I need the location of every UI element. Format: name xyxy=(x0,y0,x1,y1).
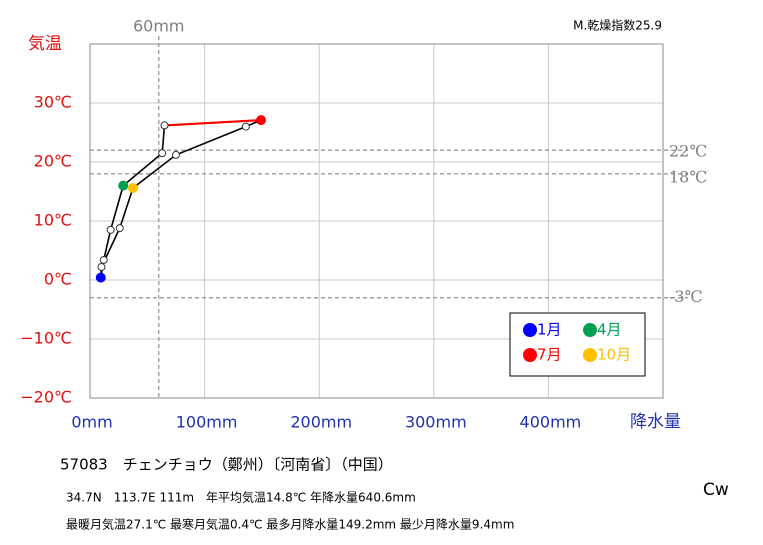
plot-border xyxy=(89,43,664,399)
x-tick-label: 400mm xyxy=(520,413,582,432)
month-point xyxy=(118,180,129,191)
y-axis-label: 気温 xyxy=(28,34,62,54)
month-point xyxy=(241,122,250,131)
legend-marker xyxy=(583,323,597,337)
station: 57083 チェンチョウ（鄭州）〔河南省〕（中国） xyxy=(60,456,393,474)
legend-label: 1月 xyxy=(537,321,562,339)
index-label: M.乾燥指数25.9 xyxy=(573,18,662,33)
reference-label: 22℃ xyxy=(669,142,707,161)
info-line: 34.7N 113.7E 111m 年平均気温14.8℃ 年降水量640.6mm xyxy=(66,490,416,505)
legend-label: 4月 xyxy=(597,321,622,339)
summer-line xyxy=(164,119,262,127)
legend-marker xyxy=(583,348,597,362)
y-tick-label: 20℃ xyxy=(34,152,72,171)
x-tick-label: 300mm xyxy=(405,413,467,432)
legend-label: 10月 xyxy=(597,346,631,364)
y-tick-label: 10℃ xyxy=(34,211,72,230)
y-tick-label: −10℃ xyxy=(20,329,72,348)
legend-marker xyxy=(523,348,537,362)
legend-label: 7月 xyxy=(537,346,562,364)
climate-class: Cw xyxy=(703,480,729,500)
y-tick-label: 0℃ xyxy=(44,270,72,289)
x-tick-label: 200mm xyxy=(290,413,352,432)
x-axis-label: 降水量 xyxy=(630,412,681,432)
legend-box xyxy=(509,312,646,377)
info-line: 最暖月気温27.1℃ 最寒月気温0.4℃ 最多月降水量149.2mm 最少月降水… xyxy=(66,517,514,532)
reference-label: 18℃ xyxy=(669,167,707,186)
month-point xyxy=(160,121,169,130)
legend-marker xyxy=(523,323,537,337)
month-point xyxy=(99,255,108,264)
month-point xyxy=(171,150,180,159)
month-point xyxy=(106,225,115,234)
month-point xyxy=(95,272,106,283)
y-tick-label: 30℃ xyxy=(34,93,72,112)
x-tick-label: 0mm xyxy=(71,413,112,432)
month-point xyxy=(255,115,266,126)
reference-label: -3℃ xyxy=(669,287,702,306)
month-point xyxy=(127,182,138,193)
month-point xyxy=(97,263,106,272)
x-tick-label: 100mm xyxy=(176,413,238,432)
month-point xyxy=(115,224,124,233)
vertical-line-label: 60mm xyxy=(133,17,185,36)
y-tick-label: −20℃ xyxy=(20,388,72,407)
month-point xyxy=(158,149,167,158)
